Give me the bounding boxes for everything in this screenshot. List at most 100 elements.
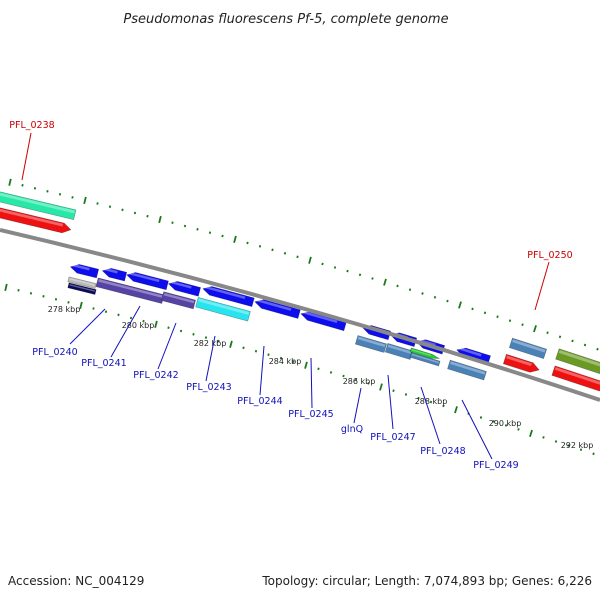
- gene-o: [555, 348, 600, 377]
- minor-tick: [429, 400, 433, 404]
- major-tick: [4, 283, 8, 292]
- gene-leader-line: [259, 345, 265, 396]
- tick-label: 292 kbp: [561, 441, 594, 450]
- minor-tick: [267, 353, 270, 357]
- minor-tick: [579, 448, 583, 452]
- minor-tick: [554, 440, 558, 443]
- minor-tick: [192, 333, 195, 336]
- gene-pfl0247: [384, 342, 414, 360]
- gene-g: [202, 285, 255, 308]
- minor-tick: [446, 299, 449, 303]
- minor-tick: [108, 205, 112, 208]
- gene-p: [551, 365, 600, 392]
- minor-tick: [179, 329, 183, 333]
- minor-tick: [204, 336, 208, 339]
- minor-tick: [404, 393, 408, 396]
- minor-tick: [167, 326, 170, 329]
- minor-tick: [321, 262, 324, 266]
- minor-tick: [292, 360, 295, 364]
- minor-tick: [583, 343, 587, 347]
- minor-tick: [417, 396, 420, 400]
- major-tick: [233, 235, 237, 244]
- gene-label: PFL_0238: [9, 120, 54, 131]
- major-tick: [158, 215, 162, 224]
- tick-label: 286 kbp: [343, 377, 376, 386]
- minor-tick: [117, 313, 120, 317]
- major-tick: [529, 429, 533, 438]
- minor-tick: [104, 310, 108, 313]
- minor-tick: [71, 196, 74, 199]
- minor-tick: [408, 288, 412, 292]
- minor-tick: [354, 378, 358, 381]
- minor-tick: [271, 248, 274, 252]
- gene-label: PFL_0243: [186, 382, 231, 393]
- gene-label: PFL_0241: [81, 358, 126, 369]
- minor-tick: [571, 339, 574, 343]
- minor-tick: [492, 420, 495, 423]
- minor-tick: [546, 331, 549, 335]
- minor-tick: [367, 381, 370, 385]
- genome-backbone: [0, 228, 600, 402]
- gene-a: [69, 263, 100, 279]
- minor-tick: [567, 444, 570, 447]
- major-tick: [83, 196, 87, 205]
- minor-tick: [21, 184, 24, 187]
- minor-tick: [133, 211, 137, 215]
- minor-tick: [146, 214, 149, 218]
- minor-tick: [142, 319, 145, 323]
- gene-pfl0249: [447, 359, 487, 381]
- accession-text: Accession: NC_004129: [8, 574, 145, 588]
- minor-tick: [483, 311, 487, 315]
- gene-glnq: [354, 335, 388, 353]
- minor-tick: [17, 289, 20, 292]
- gene-e: [126, 271, 169, 291]
- major-tick: [154, 320, 158, 329]
- minor-tick: [346, 269, 349, 273]
- minor-tick: [242, 346, 245, 350]
- gene-pfl0248: [409, 352, 441, 367]
- major-tick: [304, 361, 308, 369]
- minor-tick: [92, 307, 95, 310]
- gene-leader-line: [461, 399, 493, 460]
- minor-tick: [296, 255, 299, 259]
- gene-leader-line: [110, 305, 141, 358]
- gene-leader-line: [157, 322, 177, 370]
- major-tick: [308, 256, 312, 264]
- minor-tick: [517, 428, 520, 431]
- tick-label: 280 kbp: [122, 321, 155, 330]
- gene-label: PFL_0249: [473, 460, 518, 471]
- minor-tick: [29, 292, 33, 295]
- minor-tick: [479, 416, 483, 419]
- minor-tick: [221, 234, 224, 238]
- minor-tick: [96, 202, 99, 205]
- tick-label: 290 kbp: [489, 419, 522, 428]
- gene-leader-line: [21, 132, 32, 181]
- minor-tick: [333, 266, 337, 269]
- minor-tick: [596, 347, 599, 351]
- minor-tick: [396, 284, 399, 288]
- minor-tick: [358, 273, 362, 277]
- major-tick: [458, 301, 462, 309]
- gene-c: [67, 282, 97, 295]
- gene-pfl0250-outer: [508, 337, 548, 360]
- gene-pfl0241: [95, 277, 165, 304]
- tick-label: 278 kbp: [48, 305, 81, 314]
- minor-tick: [171, 221, 174, 224]
- minor-tick: [371, 277, 374, 280]
- gene-f: [167, 280, 201, 297]
- minor-tick: [329, 371, 333, 374]
- minor-tick: [129, 316, 133, 320]
- minor-tick: [46, 190, 49, 193]
- major-tick: [383, 278, 387, 286]
- outer-tick-track: [8, 178, 599, 351]
- gene-b: [67, 276, 97, 289]
- gene-leader-line: [353, 387, 362, 424]
- major-tick: [229, 340, 233, 348]
- minor-tick: [342, 374, 345, 378]
- major-tick: [79, 301, 83, 310]
- gene-pfl0250: [502, 353, 540, 373]
- minor-tick: [54, 298, 58, 301]
- gene-leader-line: [310, 357, 313, 409]
- minor-tick: [217, 339, 220, 343]
